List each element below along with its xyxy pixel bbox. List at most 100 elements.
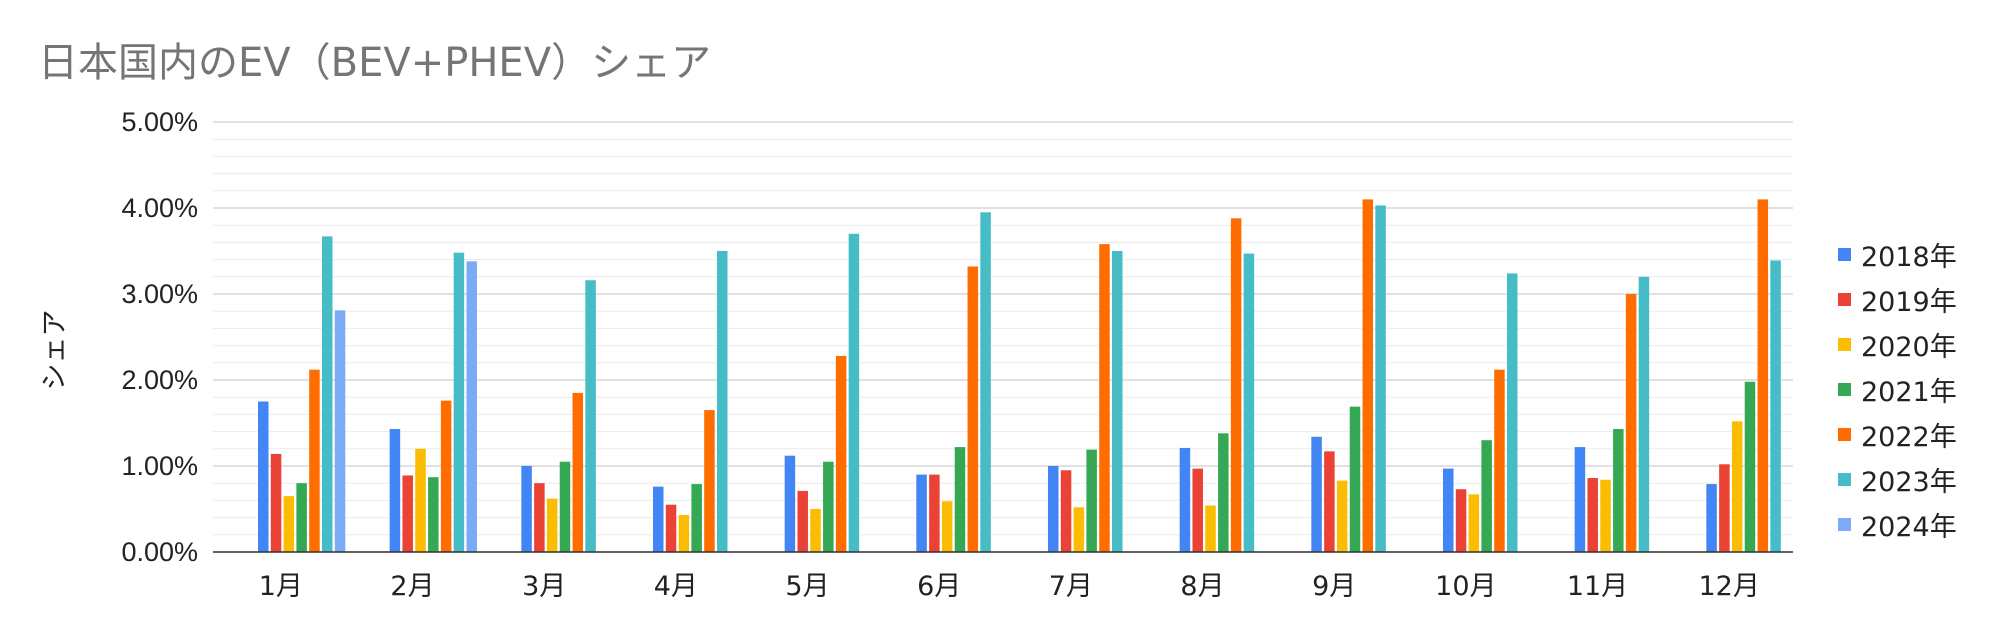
bar-2019年-8月	[1192, 468, 1203, 552]
legend-item: 2022年	[1838, 412, 1957, 457]
bar-2020年-8月	[1205, 505, 1216, 552]
y-tick-label: 1.00%	[121, 451, 198, 481]
bar-2018年-3月	[521, 466, 532, 552]
bar-2022年-8月	[1230, 218, 1242, 552]
x-tick-label: 9月	[1312, 571, 1356, 602]
bar-2021年-6月	[954, 447, 966, 552]
legend-item: 2020年	[1838, 322, 1957, 367]
bar-2019年-10月	[1455, 489, 1467, 552]
legend-swatch	[1838, 518, 1851, 531]
bar-2022年-11月	[1625, 294, 1637, 552]
bar-2018年-8月	[1179, 447, 1191, 552]
x-tick-label: 8月	[1180, 571, 1224, 602]
bar-2023年-12月	[1770, 260, 1781, 552]
bar-2021年-3月	[559, 461, 571, 552]
legend-label: 2020年	[1861, 332, 1957, 363]
legend-swatch	[1838, 473, 1851, 486]
x-tick-label: 1月	[259, 571, 303, 602]
bar-2022年-7月	[1099, 244, 1110, 552]
y-tick-labels: 0.00% 1.00% 2.00% 3.00% 4.00% 5.00%	[121, 107, 198, 567]
bar-2020年-3月	[546, 498, 558, 552]
x-tick-label: 3月	[522, 571, 566, 602]
legend-item: 2023年	[1838, 457, 1957, 502]
bar-2023年-3月	[585, 280, 596, 552]
bar-2018年-1月	[258, 401, 269, 552]
bar-2019年-7月	[1060, 470, 1072, 552]
chart-title: 日本国内のEV（BEV+PHEV）シェア	[38, 40, 712, 86]
bar-2023年-6月	[980, 212, 991, 553]
bar-2023年-7月	[1112, 251, 1123, 552]
x-tick-label: 11月	[1567, 571, 1628, 602]
bar-2018年-11月	[1574, 447, 1586, 552]
bar-2022年-5月	[835, 355, 847, 552]
bar-2020年-11月	[1600, 479, 1611, 552]
y-tick-label: 3.00%	[121, 279, 198, 309]
bar-2022年-2月	[440, 400, 452, 552]
x-tick-label: 7月	[1049, 571, 1093, 602]
bar-2023年-11月	[1638, 276, 1650, 552]
bar-2022年-10月	[1494, 369, 1505, 552]
bar-2020年-12月	[1731, 421, 1743, 552]
bar-2023年-5月	[848, 233, 860, 553]
x-tick-label: 10月	[1435, 571, 1496, 602]
bar-2019年-1月	[270, 453, 282, 552]
bar-2019年-4月	[665, 504, 677, 552]
bar-2022年-1月	[309, 369, 320, 552]
bar-2021年-12月	[1744, 381, 1756, 552]
bar-2018年-12月	[1706, 484, 1717, 552]
bar-2022年-12月	[1757, 199, 1769, 552]
legend-label: 2023年	[1861, 467, 1957, 498]
bar-2018年-5月	[784, 455, 796, 552]
bar-2021年-10月	[1481, 440, 1492, 552]
y-tick-label: 5.00%	[121, 107, 198, 137]
bar-2021年-1月	[296, 483, 307, 552]
bar-2021年-7月	[1086, 449, 1097, 552]
bar-2023年-2月	[453, 252, 465, 552]
bar-2024年-1月	[334, 310, 346, 552]
y-tick-label: 2.00%	[121, 365, 198, 395]
bar-2020年-4月	[678, 515, 690, 552]
bar-2023年-10月	[1507, 273, 1518, 552]
bar-2024年-2月	[466, 261, 477, 552]
bar-2018年-9月	[1311, 436, 1322, 552]
bar-2020年-9月	[1336, 480, 1348, 552]
y-tick-label: 0.00%	[121, 537, 198, 567]
bar-2019年-5月	[797, 490, 808, 552]
bar-2020年-2月	[415, 448, 426, 552]
y-tick-label: 4.00%	[121, 193, 198, 223]
bar-2023年-8月	[1243, 253, 1255, 552]
bar-2018年-2月	[389, 429, 401, 552]
bar-2019年-2月	[402, 475, 413, 552]
bar-2021年-11月	[1613, 429, 1624, 552]
legend-item: 2024年	[1838, 502, 1957, 547]
bar-2020年-1月	[283, 496, 295, 552]
bar-2023年-4月	[717, 251, 728, 552]
bars	[258, 199, 1781, 553]
bar-2021年-9月	[1349, 406, 1361, 552]
bar-2020年-7月	[1073, 507, 1085, 552]
bar-2019年-3月	[534, 483, 545, 552]
legend: 2018年 2019年 2020年 2021年 2022年 2023年 2024年	[1838, 232, 1957, 547]
bar-2023年-1月	[322, 236, 333, 552]
legend-item: 2021年	[1838, 367, 1957, 412]
legend-swatch	[1838, 248, 1851, 261]
bar-2021年-8月	[1218, 433, 1229, 552]
x-tick-label: 5月	[785, 571, 829, 602]
legend-item: 2019年	[1838, 277, 1957, 322]
bar-2022年-6月	[967, 266, 979, 552]
legend-swatch	[1838, 383, 1851, 396]
legend-swatch	[1838, 338, 1851, 351]
legend-swatch	[1838, 428, 1851, 441]
legend-label: 2019年	[1861, 287, 1957, 318]
legend-item: 2018年	[1838, 232, 1957, 277]
legend-swatch	[1838, 293, 1851, 306]
legend-label: 2022年	[1861, 422, 1957, 453]
bar-2019年-12月	[1719, 464, 1730, 552]
x-tick-label: 12月	[1698, 571, 1759, 602]
bar-2020年-10月	[1468, 494, 1480, 552]
x-tick-label: 4月	[654, 571, 698, 602]
x-tick-labels: 1月 2月 3月 4月 5月 6月 7月 8月 9月 10月 11月 12月	[259, 571, 1760, 602]
bar-2019年-9月	[1324, 451, 1335, 552]
x-tick-label: 2月	[390, 571, 434, 602]
